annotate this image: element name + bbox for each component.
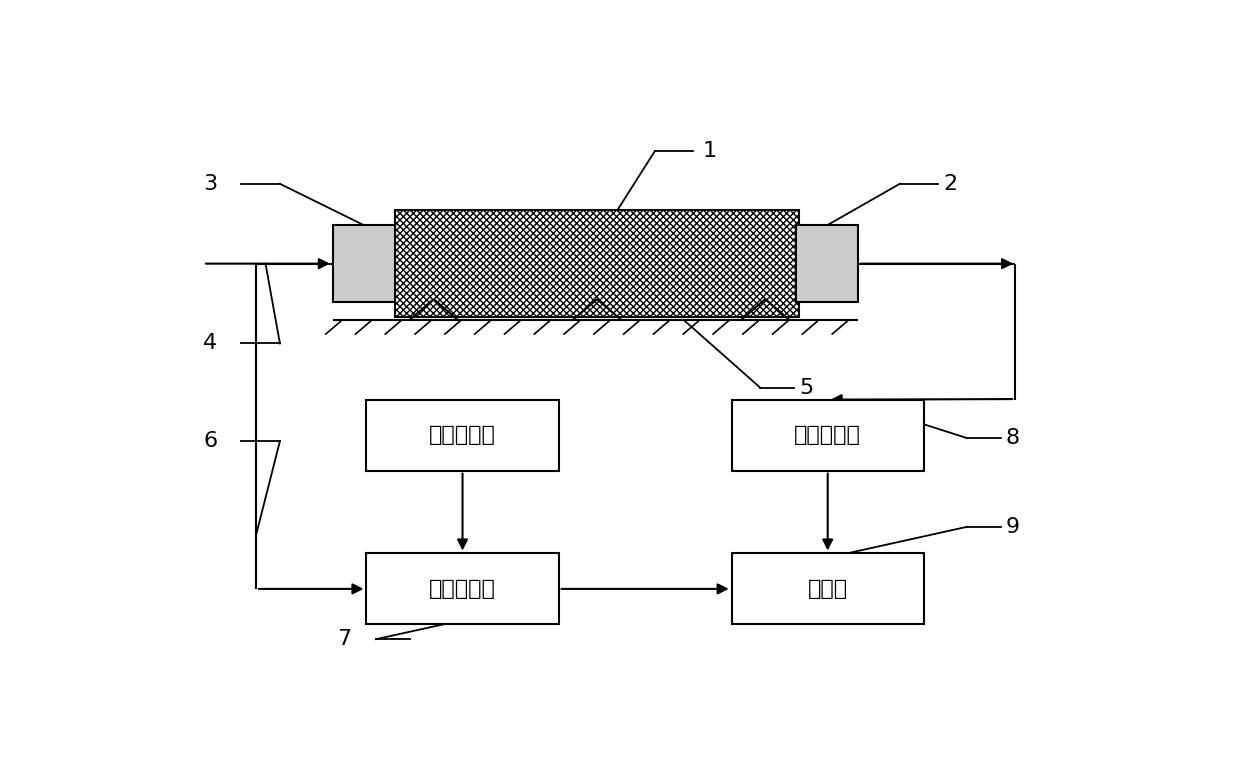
Text: 4: 4 bbox=[203, 333, 217, 353]
Text: 功率放大器: 功率放大器 bbox=[429, 579, 496, 599]
Bar bbox=[367, 554, 558, 624]
Bar bbox=[332, 225, 396, 302]
Bar bbox=[396, 210, 799, 317]
Text: 示波器: 示波器 bbox=[807, 579, 848, 599]
Text: 6: 6 bbox=[203, 431, 217, 451]
Text: 2: 2 bbox=[942, 174, 957, 194]
Text: 3: 3 bbox=[203, 174, 217, 194]
Text: 5: 5 bbox=[799, 378, 813, 398]
Text: 电荷放大器: 电荷放大器 bbox=[795, 425, 861, 445]
Text: 7: 7 bbox=[337, 629, 352, 649]
Bar bbox=[796, 225, 858, 302]
Bar bbox=[396, 210, 799, 317]
Bar bbox=[367, 399, 558, 471]
Bar bbox=[732, 399, 924, 471]
Text: 9: 9 bbox=[1006, 517, 1019, 537]
Text: 1: 1 bbox=[703, 141, 717, 161]
Text: 8: 8 bbox=[1006, 428, 1019, 448]
Bar bbox=[732, 554, 924, 624]
Text: 信号发生器: 信号发生器 bbox=[429, 425, 496, 445]
